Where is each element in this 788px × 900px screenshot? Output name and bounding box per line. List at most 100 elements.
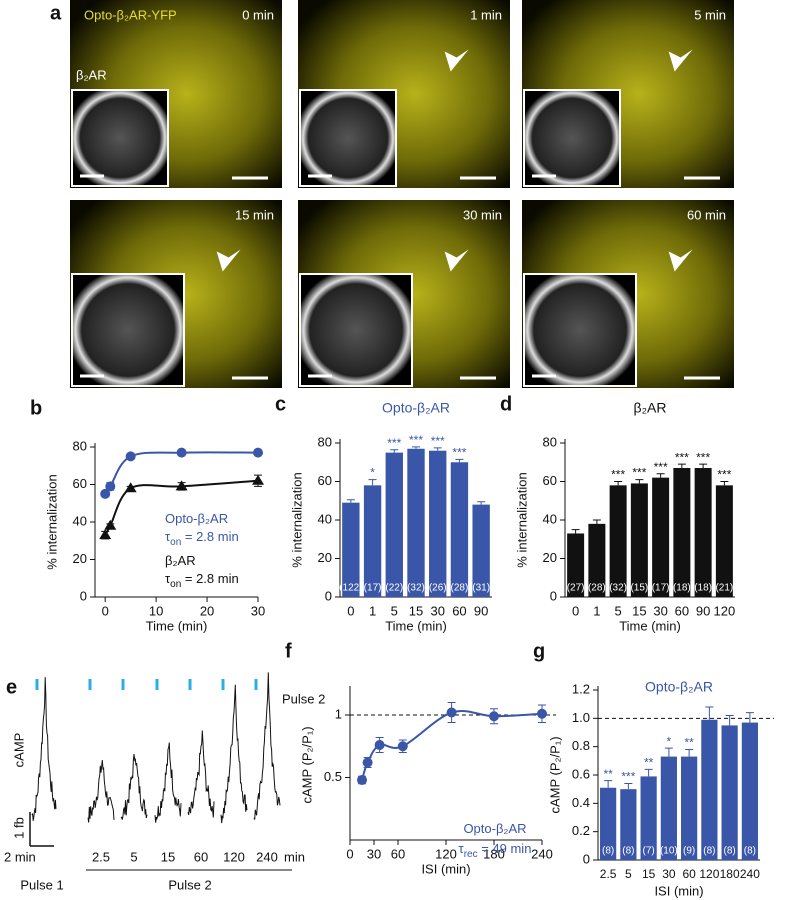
panel-letter: f [285, 640, 292, 662]
x-tick-label: 30 [653, 603, 667, 618]
significance: ** [684, 736, 694, 750]
x-axis-label: ISI (min) [421, 861, 470, 876]
x-tick-label: 240 [531, 846, 553, 861]
time-label: 15 min [235, 207, 274, 222]
n-label: (28) [588, 583, 606, 594]
x-tick-label: 15 [642, 867, 656, 881]
n-label: (10) [660, 846, 678, 857]
significance: *** [452, 446, 466, 460]
n-label: (31) [472, 583, 490, 594]
y-tick-label: 20 [543, 550, 557, 565]
x-tick-label: 30 [662, 867, 676, 881]
bar [472, 504, 490, 597]
inset-micrograph [71, 89, 169, 187]
camp-trace [220, 684, 248, 824]
data-point [362, 757, 373, 768]
bar [429, 450, 447, 597]
annotation: τrec = 49 min [459, 841, 532, 859]
data-point [175, 480, 188, 491]
annotation-text: = 2.8 min [181, 529, 238, 544]
stain-label: Opto-β₂AR-YFP [84, 7, 177, 22]
y-tick-label: 40 [73, 513, 87, 528]
bar [620, 789, 637, 860]
bar [694, 468, 712, 597]
inset-micrograph [299, 89, 397, 187]
n-label: (9) [683, 846, 695, 857]
annotation-subscript: on [170, 537, 181, 548]
y-tick-label: 1.0 [572, 710, 590, 725]
x-tick-label: 2.5 [600, 867, 617, 881]
x-axis-label: Time (min) [619, 618, 681, 633]
y-tick-label: 60 [318, 473, 332, 488]
error-bar [477, 501, 486, 505]
y-tick-label: 40 [318, 511, 332, 526]
n-label: (8) [622, 846, 634, 857]
significance: * [370, 466, 375, 480]
data-point [124, 482, 137, 493]
camp-trace [253, 672, 281, 820]
n-label: (26) [429, 583, 447, 594]
panel-letter: e [6, 676, 17, 698]
y-axis-label: cAMP (P₂/P₁) [299, 726, 314, 803]
error-bar [592, 519, 601, 524]
inset-micrograph [523, 89, 621, 187]
time-label: 5 min [694, 7, 726, 22]
data-point [176, 447, 187, 458]
x-tick-label: 60 [675, 603, 689, 618]
time-label: 30 min [463, 207, 502, 222]
error-bar [745, 712, 754, 723]
annotation-text: Opto-β₂AR [463, 821, 526, 836]
y-tick-label: 20 [318, 550, 332, 565]
bar [600, 787, 617, 860]
time-label: 1 min [470, 7, 502, 22]
error-bar [720, 481, 729, 486]
camp-trace [87, 760, 115, 823]
n-label: (32) [407, 583, 425, 594]
y-tick-label: 0.8 [572, 738, 590, 753]
significance: *** [431, 434, 445, 448]
data-point [537, 708, 547, 719]
x-tick-label: 120 [714, 603, 736, 618]
camp-trace [31, 677, 57, 821]
y-tick-label: 80 [73, 438, 87, 453]
n-label: (18) [694, 583, 712, 594]
annotation-subscript: on [170, 579, 181, 590]
y-tick-label: 80 [543, 434, 557, 449]
n-label: (17) [364, 583, 382, 594]
arrowhead [444, 249, 469, 272]
x-tick-label: 5 [615, 603, 622, 618]
x-tick-label: 5 [391, 603, 398, 618]
significance: *** [621, 770, 635, 784]
annotation-text: β₂AR [165, 553, 196, 568]
bar [630, 483, 648, 597]
bar [652, 477, 670, 597]
x-tick-label: 1 [369, 603, 376, 618]
x-tick-label: 60 [682, 867, 696, 881]
n-label: (32) [609, 583, 627, 594]
significance: ** [644, 756, 654, 770]
y-tick-label: 0.2 [572, 823, 590, 838]
scale-x-label: 2 min [4, 849, 36, 864]
data-point [125, 451, 136, 462]
isi-unit: min [284, 849, 305, 864]
annotation: Opto-β₂AR [165, 511, 228, 526]
bar [721, 725, 738, 860]
inset-micrograph [299, 273, 413, 387]
data-point [489, 711, 499, 722]
data-point [104, 519, 117, 530]
x-tick-label: 15 [632, 603, 646, 618]
annotation-symbol: τ [165, 571, 171, 586]
x-tick-label: 5 [625, 867, 632, 881]
data-point [100, 488, 111, 499]
isi-label: 240 [256, 849, 278, 864]
inset-micrograph [71, 273, 185, 387]
x-tick-label: 90 [696, 603, 710, 618]
annotation-text: Opto-β₂AR [165, 511, 228, 526]
annotation-symbol: τ [165, 529, 171, 544]
error-bar [412, 446, 420, 449]
isi-label: 15 [161, 849, 175, 864]
x-tick-label: 1 [593, 603, 600, 618]
y-tick-label: 80 [318, 434, 332, 449]
data-point [105, 481, 116, 492]
x-axis-label: Time (min) [385, 618, 447, 633]
